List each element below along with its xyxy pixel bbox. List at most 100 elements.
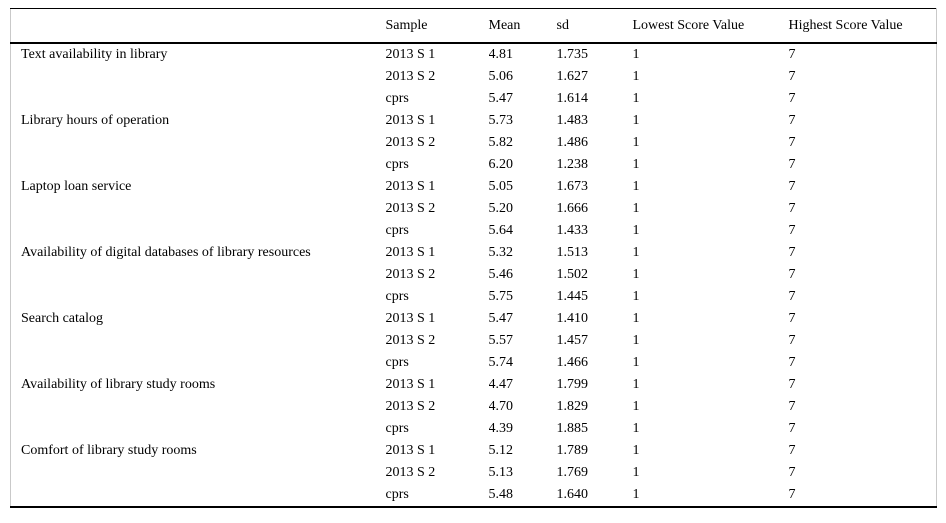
lowest-score-cell: 1 [632, 333, 640, 348]
item-cell [11, 418, 386, 440]
mean-cell: 5.05 [488, 179, 514, 194]
item-cell: Laptop loan service [21, 179, 132, 194]
lowest-score-cell: 1 [632, 245, 640, 260]
lowest-score-cell: 1 [632, 47, 640, 62]
highest-score-cell: 7 [788, 421, 796, 436]
highest-score-cell: 7 [788, 157, 796, 172]
sd-cell: 1.673 [556, 179, 589, 194]
sd-cell: 1.885 [556, 421, 589, 436]
highest-score-cell: 7 [788, 113, 796, 128]
column-header-mean: Mean [488, 17, 521, 33]
table-row: Text availability in library 2013 S 1 4.81… [11, 43, 937, 66]
item-cell [11, 286, 386, 308]
lowest-score-cell: 1 [632, 157, 640, 172]
sd-cell: 1.466 [556, 355, 589, 370]
highest-score-cell: 7 [788, 487, 796, 502]
sample-cell: cprs [385, 223, 409, 238]
descriptive-statistics-table: Sample Mean sd Lowest Score Value Highes… [10, 8, 937, 508]
sd-cell: 1.769 [556, 465, 589, 480]
sd-cell: 1.238 [556, 157, 589, 172]
sd-cell: 1.829 [556, 399, 589, 414]
sd-cell: 1.445 [556, 289, 589, 304]
sample-cell: 2013 S 2 [385, 399, 436, 414]
item-cell [11, 154, 386, 176]
lowest-score-cell: 1 [632, 179, 640, 194]
item-cell [11, 66, 386, 88]
lowest-score-cell: 1 [632, 443, 640, 458]
sample-cell: cprs [385, 421, 409, 436]
table-row: 2013 S 2 5.06 1.627 1 7 [11, 66, 937, 88]
highest-score-cell: 7 [788, 135, 796, 150]
item-cell [11, 220, 386, 242]
sd-cell: 1.640 [556, 487, 589, 502]
item-cell [11, 264, 386, 286]
lowest-score-cell: 1 [632, 399, 640, 414]
table-row: cprs 6.20 1.238 1 7 [11, 154, 937, 176]
table-row: 2013 S 2 5.13 1.769 1 7 [11, 462, 937, 484]
highest-score-cell: 7 [788, 69, 796, 84]
table-row: cprs 5.48 1.640 1 7 [11, 484, 937, 507]
mean-cell: 5.73 [488, 113, 514, 128]
sd-cell: 1.627 [556, 69, 589, 84]
sample-cell: cprs [385, 289, 409, 304]
highest-score-cell: 7 [788, 47, 796, 62]
highest-score-cell: 7 [788, 333, 796, 348]
lowest-score-cell: 1 [632, 465, 640, 480]
lowest-score-cell: 1 [632, 267, 640, 282]
highest-score-cell: 7 [788, 179, 796, 194]
lowest-score-cell: 1 [632, 69, 640, 84]
lowest-score-cell: 1 [632, 377, 640, 392]
sample-cell: 2013 S 1 [385, 113, 436, 128]
sd-cell: 1.513 [556, 245, 589, 260]
highest-score-cell: 7 [788, 465, 796, 480]
sample-cell: 2013 S 1 [385, 311, 436, 326]
sample-cell: 2013 S 1 [385, 47, 436, 62]
lowest-score-cell: 1 [632, 113, 640, 128]
item-cell: Comfort of library study rooms [21, 443, 197, 458]
highest-score-cell: 7 [788, 245, 796, 260]
mean-cell: 5.06 [488, 69, 514, 84]
table-row: 2013 S 2 5.82 1.486 1 7 [11, 132, 937, 154]
item-cell: Library hours of operation [21, 113, 170, 128]
sample-cell: 2013 S 2 [385, 135, 436, 150]
header-row: Sample Mean sd Lowest Score Value Highes… [10, 9, 937, 43]
sample-cell: cprs [385, 91, 409, 106]
lowest-score-cell: 1 [632, 289, 640, 304]
table-row: 2013 S 2 5.57 1.457 1 7 [11, 330, 937, 352]
table-row: Availability of library study rooms 2013 … [11, 374, 937, 396]
sd-cell: 1.502 [556, 267, 589, 282]
item-cell [11, 352, 386, 374]
mean-cell: 4.47 [488, 377, 514, 392]
item-cell [11, 484, 386, 507]
sd-cell: 1.799 [556, 377, 589, 392]
mean-cell: 5.75 [488, 289, 514, 304]
sd-cell: 1.789 [556, 443, 589, 458]
sd-cell: 1.614 [556, 91, 589, 106]
sample-cell: 2013 S 2 [385, 201, 436, 216]
highest-score-cell: 7 [788, 311, 796, 326]
item-cell: Availability of digital databases of lib… [21, 245, 311, 260]
sample-cell: cprs [385, 487, 409, 502]
lowest-score-cell: 1 [632, 135, 640, 150]
mean-cell: 5.12 [488, 443, 514, 458]
sample-cell: 2013 S 1 [385, 245, 436, 260]
lowest-score-cell: 1 [632, 201, 640, 216]
table-row: Search catalog 2013 S 1 5.47 1.410 1 7 [11, 308, 937, 330]
sample-cell: 2013 S 2 [385, 333, 436, 348]
sd-cell: 1.457 [556, 333, 589, 348]
mean-cell: 5.47 [488, 311, 514, 326]
highest-score-cell: 7 [788, 399, 796, 414]
highest-score-cell: 7 [788, 91, 796, 106]
table-row: 2013 S 2 5.20 1.666 1 7 [11, 198, 937, 220]
mean-cell: 4.70 [488, 399, 514, 414]
mean-cell: 5.47 [488, 91, 514, 106]
lowest-score-cell: 1 [632, 355, 640, 370]
column-header-highest: Highest Score Value [788, 17, 903, 33]
sample-cell: 2013 S 1 [385, 377, 436, 392]
table-row: cprs 5.75 1.445 1 7 [11, 286, 937, 308]
sd-cell: 1.433 [556, 223, 589, 238]
item-cell: Search catalog [21, 311, 104, 326]
highest-score-cell: 7 [788, 443, 796, 458]
lowest-score-cell: 1 [632, 487, 640, 502]
